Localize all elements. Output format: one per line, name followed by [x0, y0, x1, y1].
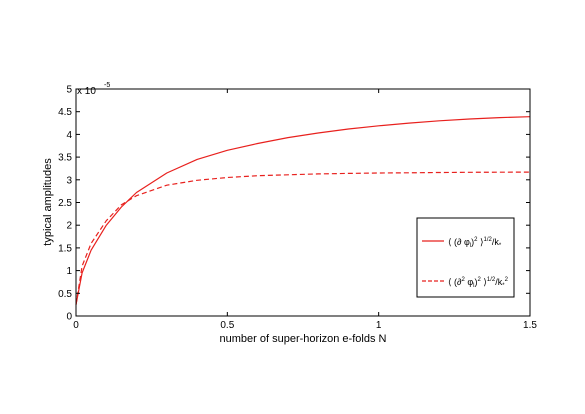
y-tick-label: 0 [66, 312, 72, 323]
y-scale-exponent: -5 [104, 82, 110, 89]
x-tick-label: 1.5 [523, 320, 537, 331]
y-axis-label: typical amplitudes [42, 158, 54, 246]
y-tick-label: 5 [66, 85, 72, 96]
y-tick-label: 2 [66, 221, 72, 232]
y-tick-label: 1.5 [58, 243, 72, 254]
y-tick-label: 2.5 [58, 198, 72, 209]
y-tick-label: 3.5 [58, 153, 72, 164]
x-axis: 0 0.5 1 1.5 [73, 89, 537, 331]
y-tick-label: 1 [66, 266, 72, 277]
legend-entry-2: ⟨ (∂2 φl)2 ⟩1/2/k*2 [448, 277, 509, 289]
y-tick-label: 4 [66, 130, 72, 141]
legend-entry-1: ⟨ (∂ φl)2 ⟩1/2/k* [448, 237, 502, 249]
y-scale-base: x 10 [77, 86, 96, 97]
series-line-1 [75, 116, 531, 305]
series-layer [75, 116, 531, 305]
x-axis-label: number of super-horizon e-folds N [220, 333, 387, 345]
legend-box [416, 217, 515, 298]
series-line-2 [75, 171, 531, 305]
y-tick-label: 4.5 [58, 107, 72, 118]
x-tick-label: 1 [376, 320, 382, 331]
y-tick-label: 0.5 [58, 289, 72, 300]
x-tick-label: 0 [73, 320, 79, 331]
y-tick-label: 3 [66, 175, 72, 186]
y-axis: 0 0.5 1 1.5 2 2.5 3 3.5 4 4.5 5 [58, 85, 530, 323]
x-tick-label: 0.5 [220, 320, 234, 331]
legend: ⟨ (∂ φl)2 ⟩1/2/k* ⟨ (∂2 φl)2 ⟩1/2/k*2 [416, 217, 515, 298]
